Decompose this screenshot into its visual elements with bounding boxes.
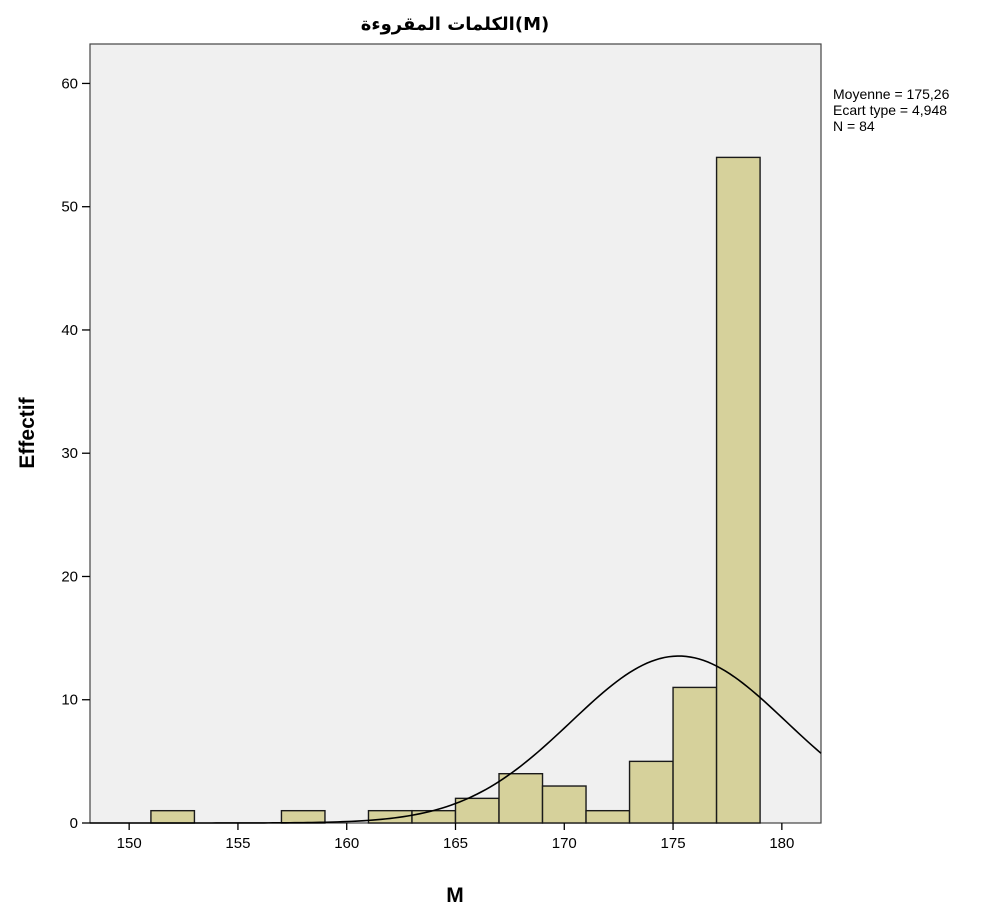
x-tick-label: 160	[334, 835, 359, 852]
histogram-bar	[543, 786, 587, 823]
histogram-bar	[499, 774, 543, 823]
y-tick-label: 50	[61, 199, 78, 216]
histogram-bar	[717, 157, 761, 823]
y-tick-label: 10	[61, 692, 78, 709]
histogram-bar	[281, 811, 325, 823]
x-tick-label: 155	[225, 835, 250, 852]
histogram-bar	[456, 798, 500, 823]
stats-box: Moyenne = 175,26 Ecart type = 4,948 N = …	[833, 86, 949, 134]
histogram-bar	[151, 811, 195, 823]
n-label: N = 84	[833, 118, 949, 134]
x-tick-label: 150	[117, 835, 142, 852]
x-tick-label: 175	[661, 835, 686, 852]
y-tick-label: 30	[61, 445, 78, 462]
chart-title: الكلمات المقروءة(M)	[361, 14, 549, 35]
histogram-bar	[673, 687, 717, 823]
sd-label: Ecart type = 4,948	[833, 102, 949, 118]
y-axis-label: Effectif	[16, 396, 39, 468]
y-tick-label: 40	[61, 322, 78, 339]
x-axis-label: M	[446, 884, 464, 907]
x-tick-label: 170	[552, 835, 577, 852]
histogram-bar	[586, 811, 630, 823]
x-axis: 150 155 160 165 170 175 180	[117, 823, 795, 852]
mean-label: Moyenne = 175,26	[833, 86, 949, 102]
x-tick-label: 165	[443, 835, 468, 852]
x-tick-label: 180	[769, 835, 794, 852]
y-axis: 0 10 20 30 40 50 60	[61, 75, 90, 832]
y-tick-label: 0	[70, 815, 78, 832]
histogram-bar	[412, 811, 456, 823]
histogram-bar	[630, 761, 674, 823]
y-tick-label: 20	[61, 568, 78, 585]
y-tick-label: 60	[61, 75, 78, 92]
